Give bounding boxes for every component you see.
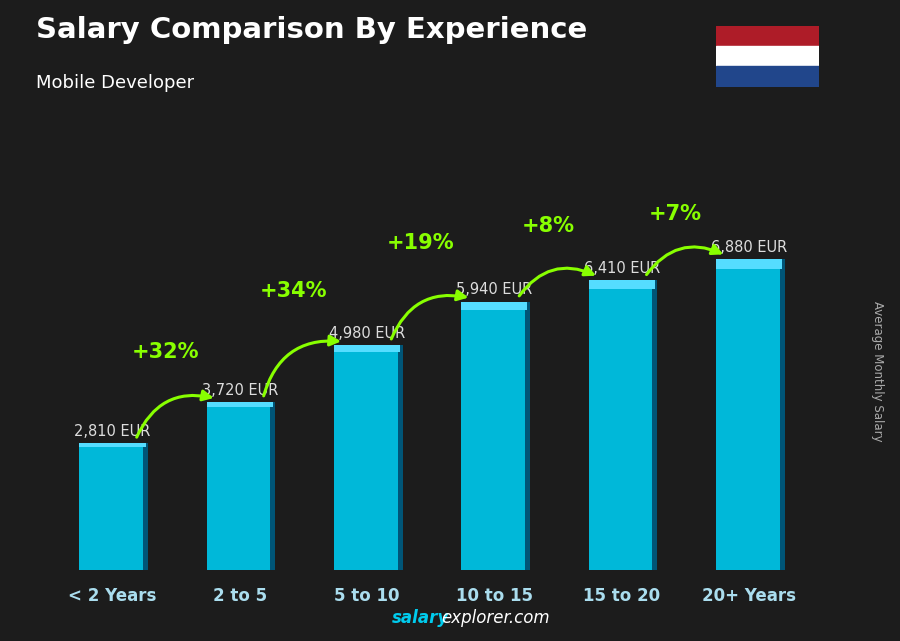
Bar <box>143 444 148 570</box>
Text: Salary Comparison By Experience: Salary Comparison By Experience <box>36 16 587 44</box>
Bar <box>207 402 273 407</box>
Text: 2,810 EUR: 2,810 EUR <box>74 424 150 439</box>
Bar <box>270 402 275 570</box>
Text: +8%: +8% <box>521 216 574 236</box>
Text: 4,980 EUR: 4,980 EUR <box>328 326 405 340</box>
Text: 6,880 EUR: 6,880 EUR <box>711 240 788 254</box>
Text: Mobile Developer: Mobile Developer <box>36 74 194 92</box>
Bar <box>334 345 400 352</box>
Bar <box>525 302 530 570</box>
Bar <box>589 281 655 570</box>
Bar <box>207 402 273 570</box>
Bar <box>462 302 527 570</box>
Bar <box>79 444 146 570</box>
Bar <box>334 345 400 570</box>
Text: +32%: +32% <box>132 342 200 362</box>
Bar <box>652 281 658 570</box>
Bar <box>716 259 782 570</box>
Bar <box>716 46 819 66</box>
Text: +34%: +34% <box>259 281 327 301</box>
Bar <box>716 26 819 46</box>
Bar <box>716 259 782 269</box>
Bar <box>589 281 655 289</box>
Text: salary: salary <box>392 609 449 627</box>
Text: explorer.com: explorer.com <box>441 609 550 627</box>
Bar <box>779 259 785 570</box>
Text: 3,720 EUR: 3,720 EUR <box>202 383 278 397</box>
Bar <box>462 302 527 310</box>
Text: 5,940 EUR: 5,940 EUR <box>456 282 533 297</box>
Bar <box>79 444 146 447</box>
Bar <box>716 66 819 87</box>
Text: Average Monthly Salary: Average Monthly Salary <box>871 301 884 442</box>
Text: +7%: +7% <box>649 204 702 224</box>
Bar <box>398 345 403 570</box>
Text: 6,410 EUR: 6,410 EUR <box>583 261 660 276</box>
Text: +19%: +19% <box>387 233 454 253</box>
